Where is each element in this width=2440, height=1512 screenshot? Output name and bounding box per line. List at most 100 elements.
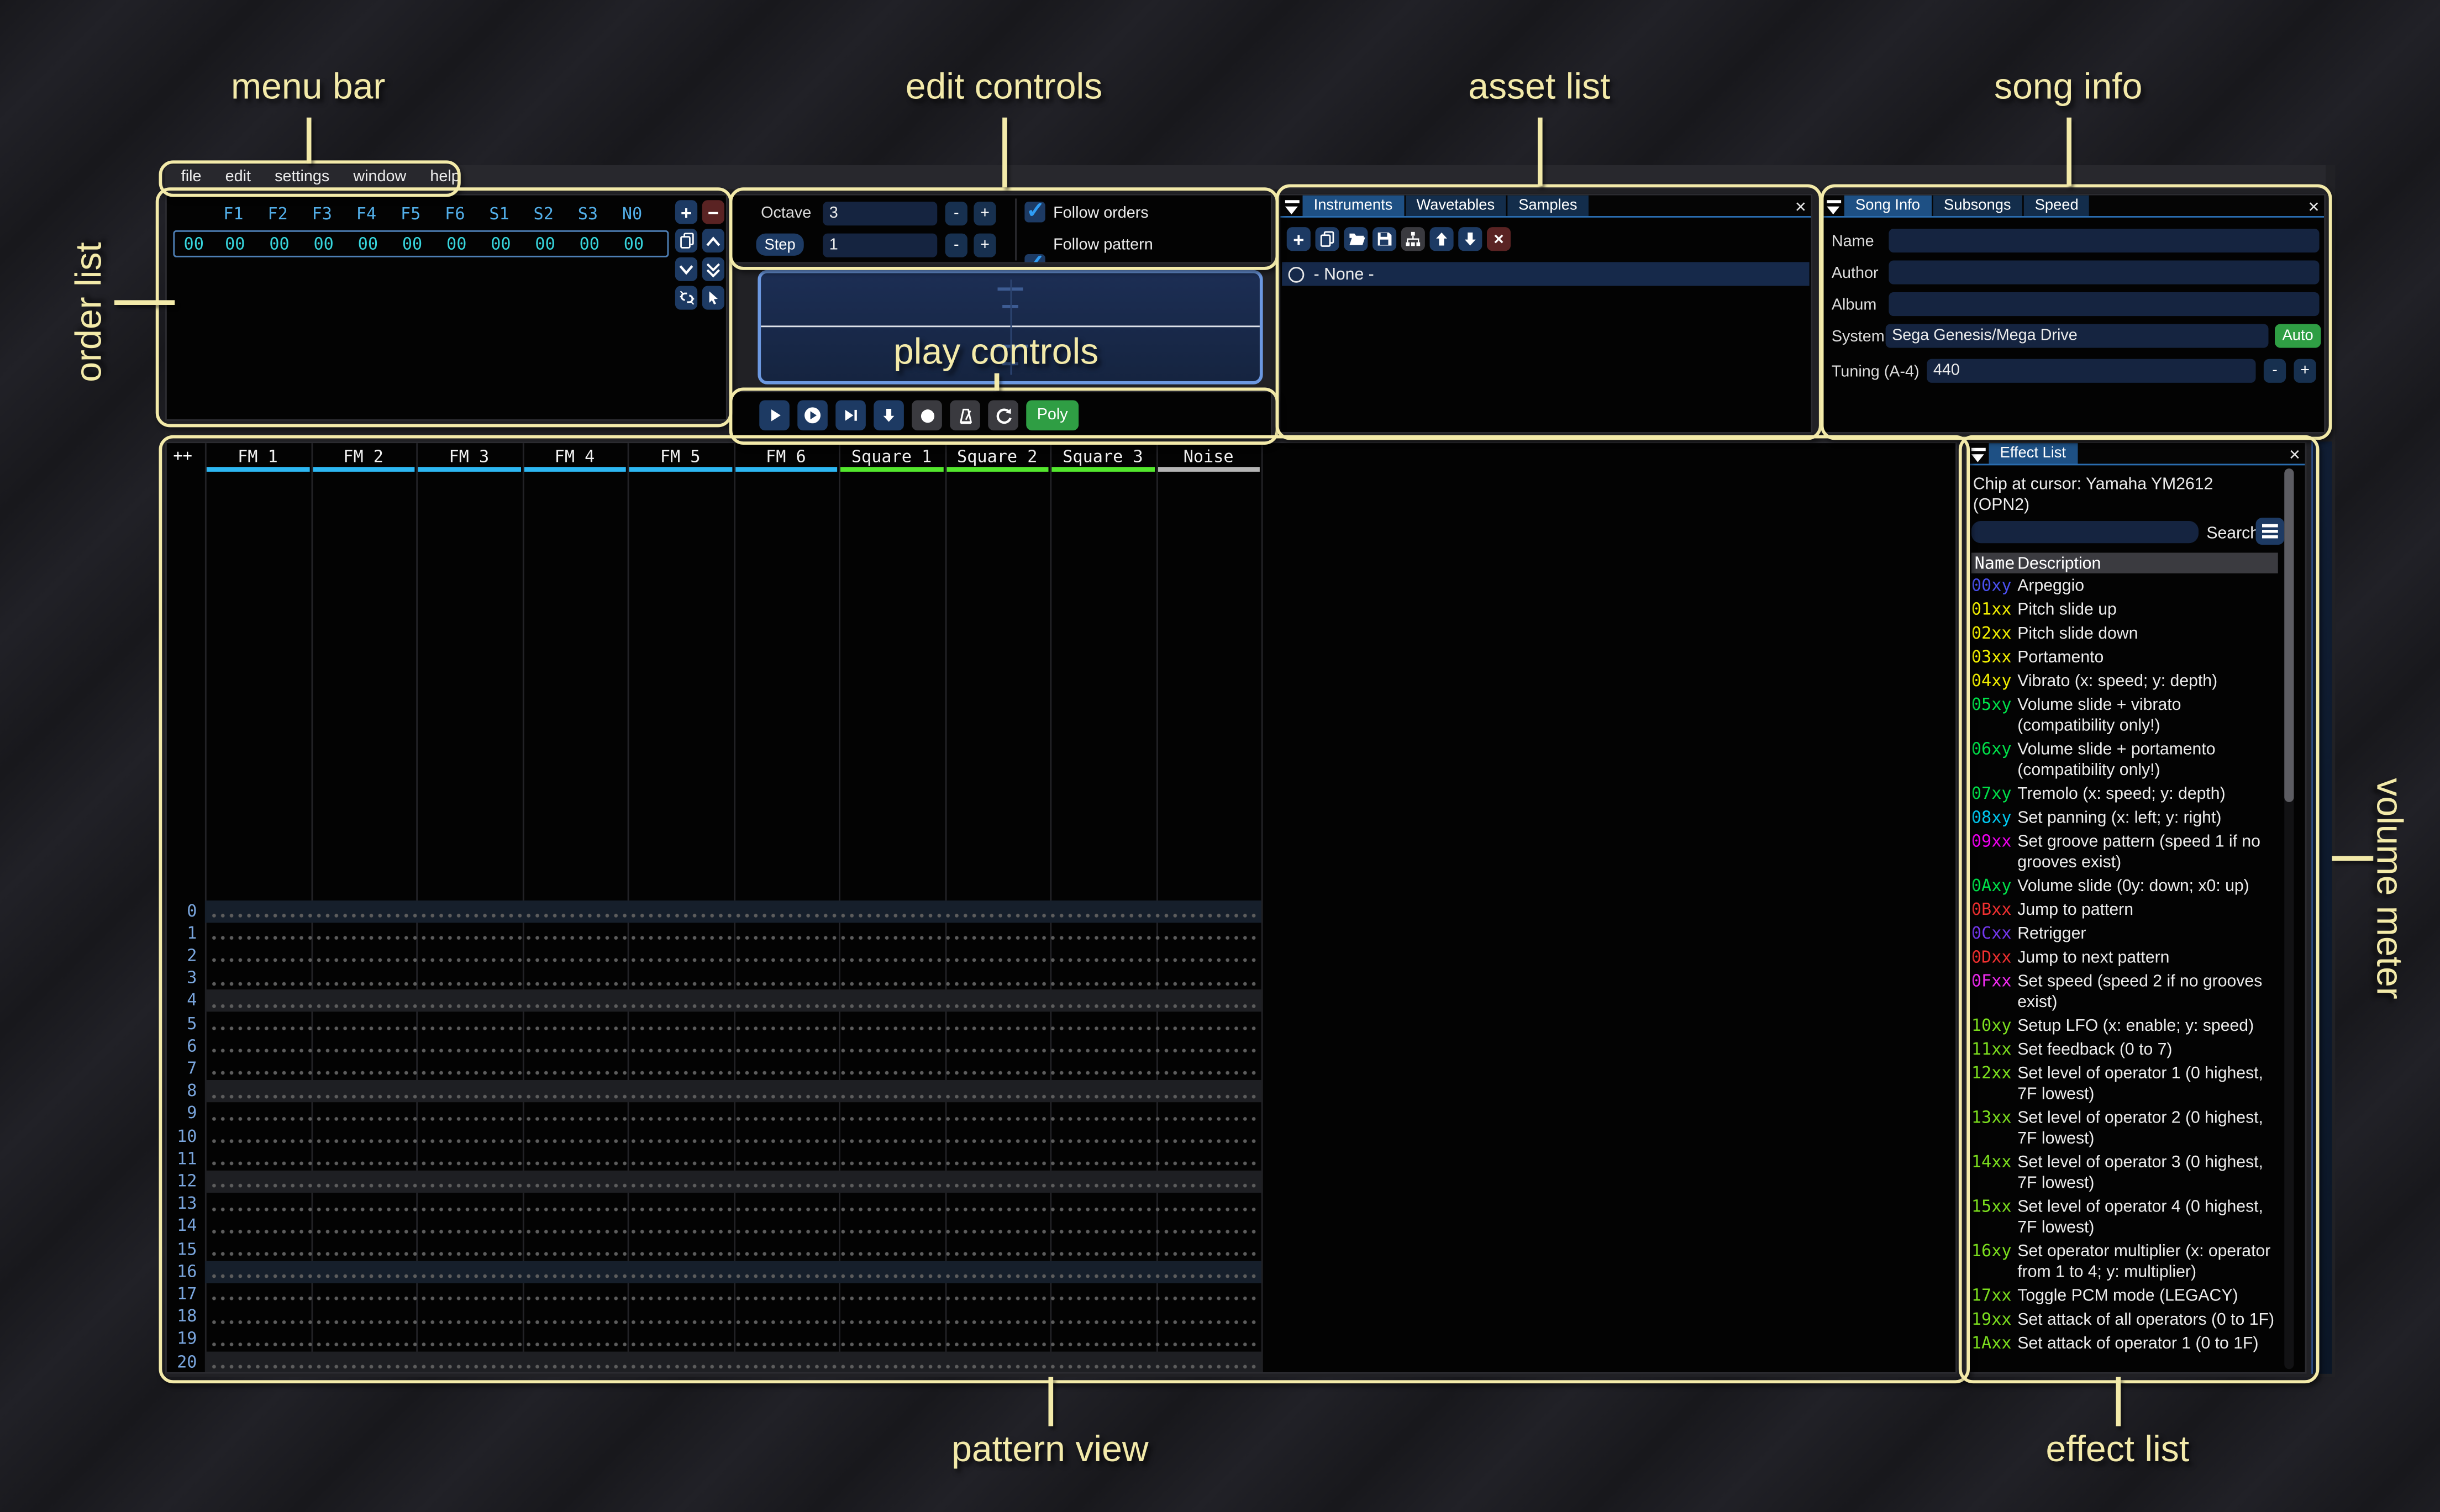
octave-plus-button[interactable]: + (974, 202, 996, 226)
channel-header-fm-4[interactable]: FM 4 (554, 447, 595, 467)
effect-row[interactable]: 08xy Set panning (x: left; y: right) (1971, 808, 2280, 829)
pattern-row[interactable] (205, 1193, 1261, 1215)
channel-header-square-3[interactable]: Square 3 (1063, 447, 1143, 467)
tab-instruments[interactable]: Instruments (1302, 195, 1404, 216)
play-button[interactable] (759, 400, 790, 431)
effect-list-scrollbar-thumb[interactable] (2284, 468, 2294, 802)
effect-row[interactable]: 02xx Pitch slide down (1971, 624, 2280, 645)
pattern-row[interactable] (205, 1238, 1261, 1261)
close-icon[interactable]: × (2289, 443, 2300, 466)
tab-speed[interactable]: Speed (2023, 195, 2090, 216)
channel-header-square-1[interactable]: Square 1 (851, 447, 932, 467)
order-edit-mode-button[interactable] (702, 286, 724, 310)
channel-header-fm-6[interactable]: FM 6 (766, 447, 806, 467)
author-input[interactable] (1889, 260, 2320, 285)
follow-orders-checkbox[interactable]: ✓ (1024, 197, 1045, 223)
channel-header-square-2[interactable]: Square 2 (957, 447, 1038, 467)
effect-row[interactable]: 15xx Set level of operator 4 (0 highest, … (1971, 1198, 2280, 1239)
octave-minus-button[interactable]: - (945, 202, 967, 226)
tab-song-info[interactable]: Song Info (1844, 195, 1932, 216)
asset-tree-view-button[interactable] (1401, 227, 1425, 251)
effect-list-menu-button[interactable] (2255, 518, 2285, 545)
asset-move-up-button[interactable] (1429, 227, 1454, 251)
order-duplicate-to-end-button[interactable] (702, 257, 724, 281)
tab-effect-list[interactable]: Effect List (1989, 443, 2078, 464)
pattern-row[interactable] (205, 1328, 1261, 1351)
effect-row[interactable]: 06xy Volume slide + portamento (compatibi… (1971, 740, 2280, 782)
asset-delete-button[interactable]: × (1487, 227, 1511, 251)
system-input[interactable]: Sega Genesis/Mega Drive (1885, 324, 2269, 348)
poly-mono-toggle[interactable]: Poly (1026, 400, 1079, 431)
asset-move-down-button[interactable] (1458, 227, 1482, 251)
order-cell[interactable]: 00 (535, 234, 555, 254)
effect-row[interactable]: 0Bxx Jump to pattern (1971, 900, 2280, 921)
menu-item-settings[interactable]: settings (275, 168, 330, 186)
channel-header-noise[interactable]: Noise (1183, 447, 1234, 467)
effect-row[interactable]: 0Cxx Retrigger (1971, 924, 2280, 945)
pattern-row[interactable] (204, 899, 1261, 923)
order-cell[interactable]: 00 (269, 234, 290, 254)
order-remove-button[interactable]: − (702, 200, 724, 224)
menu-item-window[interactable]: window (353, 168, 407, 186)
follow-pattern-checkbox[interactable]: ✓ (1024, 249, 1045, 262)
pattern-row[interactable] (205, 1057, 1261, 1080)
effect-row[interactable]: 19xx Set attack of all operators (0 to 1F… (1971, 1310, 2280, 1331)
menu-item-file[interactable]: file (181, 168, 202, 186)
effect-search-input[interactable] (1971, 521, 2199, 544)
effect-row[interactable]: 00xy Arpeggio (1971, 577, 2280, 597)
channel-header-fm-3[interactable]: FM 3 (449, 447, 490, 467)
effect-row[interactable]: 11xx Set feedback (0 to 7) (1971, 1040, 2280, 1061)
close-icon[interactable]: × (1795, 195, 1806, 218)
asset-selected-row[interactable]: - None - (1282, 262, 1810, 286)
tab-wavetables[interactable]: Wavetables (1405, 195, 1506, 216)
step-button[interactable]: Step (756, 233, 804, 256)
menu-item-edit[interactable]: edit (225, 168, 251, 186)
pattern-row[interactable] (205, 967, 1261, 990)
channel-header-fm-5[interactable]: FM 5 (660, 447, 701, 467)
effect-row[interactable]: 10xy Setup LFO (x: enable; y: speed) (1971, 1016, 2280, 1037)
name-input[interactable] (1889, 229, 2320, 253)
effect-row[interactable]: 12xx Set level of operator 1 (0 highest, … (1971, 1064, 2280, 1105)
effect-row[interactable]: 1Axx Set attack of operator 1 (0 to 1F) (1971, 1334, 2280, 1355)
asset-save-button[interactable] (1372, 227, 1397, 251)
pattern-corner[interactable]: ++ (173, 447, 193, 466)
stop-button[interactable] (912, 400, 942, 431)
pattern-row[interactable] (204, 989, 1261, 1013)
step-input[interactable]: 1 (823, 233, 938, 257)
close-icon[interactable]: × (2308, 195, 2320, 218)
effect-row[interactable]: 0Fxx Set speed (speed 2 if no grooves exi… (1971, 972, 2280, 1014)
channel-header-fm-1[interactable]: FM 1 (238, 447, 278, 467)
order-move-down-button[interactable] (675, 257, 698, 281)
asset-duplicate-button[interactable] (1315, 227, 1339, 251)
octave-input[interactable]: 3 (823, 202, 938, 226)
tab-samples[interactable]: Samples (1507, 195, 1589, 216)
order-cell[interactable]: 00 (357, 234, 378, 254)
pattern-row[interactable] (204, 1351, 1261, 1372)
effect-row[interactable]: 03xx Portamento (1971, 648, 2280, 668)
pattern-row[interactable] (205, 1283, 1261, 1306)
order-selected-row[interactable]: 00 00 00 00 00 00 00 00 00 00 00 (173, 230, 669, 257)
effect-row[interactable]: 14xx Set level of operator 3 (0 highest, … (1971, 1153, 2280, 1194)
step-plus-button[interactable]: + (974, 233, 996, 257)
tuning-input[interactable]: 440 (1927, 359, 2256, 383)
effect-row[interactable]: 01xx Pitch slide up (1971, 600, 2280, 621)
step-row-button[interactable] (874, 400, 904, 431)
pattern-row[interactable] (205, 922, 1261, 945)
pattern-row[interactable] (205, 1215, 1261, 1238)
order-duplicate-button[interactable] (675, 229, 698, 253)
system-auto-button[interactable]: Auto (2275, 324, 2321, 348)
pattern-row[interactable] (205, 945, 1261, 967)
effect-row[interactable]: 16xy Set operator multiplier (x: operator… (1971, 1242, 2280, 1283)
order-cell[interactable]: 00 (579, 234, 600, 254)
effect-row[interactable]: 13xx Set level of operator 2 (0 highest, … (1971, 1109, 2280, 1150)
effect-row[interactable]: 05xy Volume slide + vibrato (compatibilit… (1971, 696, 2280, 737)
order-move-up-button[interactable] (702, 229, 724, 253)
pattern-row[interactable] (205, 1103, 1261, 1125)
order-cell[interactable]: 00 (491, 234, 511, 254)
album-input[interactable] (1889, 292, 2320, 317)
metronome-button[interactable] (950, 400, 980, 431)
pattern-row[interactable] (205, 1035, 1261, 1058)
step-minus-button[interactable]: - (945, 233, 967, 257)
pattern-row[interactable] (205, 1306, 1261, 1329)
effect-row[interactable]: 09xx Set groove pattern (speed 1 if no gr… (1971, 833, 2280, 874)
